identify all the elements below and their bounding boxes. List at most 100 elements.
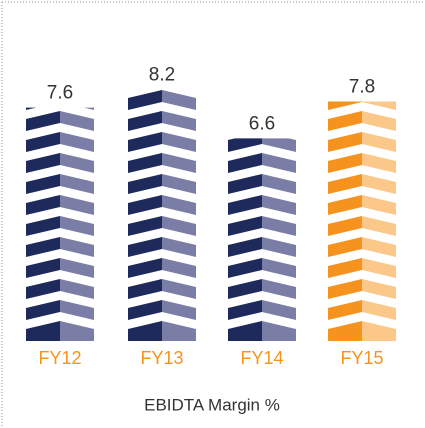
bar-segment-left [228, 237, 262, 257]
bar-segment-left [128, 195, 162, 215]
chart-title: EBIDTA Margin % [144, 395, 280, 414]
bar-segment-left [228, 216, 262, 236]
bar-segment-left [26, 153, 60, 173]
bar-segment-right [362, 279, 396, 299]
bar-segment-right [162, 258, 196, 278]
bar-segment-right [162, 237, 196, 257]
bar-segment-left [228, 279, 262, 299]
bar-segment-left [26, 216, 60, 236]
bar-segment-left [26, 174, 60, 194]
bar [228, 138, 296, 341]
data-label: 7.8 [349, 77, 375, 98]
bar-segment-right [262, 216, 296, 236]
bar-segment-right [162, 153, 196, 173]
bar-base-right [262, 333, 296, 341]
bar-segment-right [60, 279, 94, 299]
bar-segment-left [328, 195, 362, 215]
bar-segment-right [60, 300, 94, 320]
bar-segment-right [60, 237, 94, 257]
bar-segment-right [162, 132, 196, 152]
bar-segment-right [262, 258, 296, 278]
bar-segment-right [362, 174, 396, 194]
bar-segment-right [84, 107, 94, 110]
bar-segment-left [26, 279, 60, 299]
bar-segment-left [26, 195, 60, 215]
bar-base-left [328, 333, 362, 341]
bar-segment-right [162, 111, 196, 131]
bar-segment-left [328, 101, 362, 110]
bar-segment-left [328, 300, 362, 320]
bar-segment-right [262, 153, 296, 173]
bar-segment-right [362, 300, 396, 320]
bar-segment-left [128, 216, 162, 236]
bar-segment-left [228, 258, 262, 278]
bar-segment-left [328, 132, 362, 152]
bar-segment-left [26, 237, 60, 257]
bar-segment-right [362, 101, 396, 110]
bar-segment-left [128, 90, 162, 110]
bar-base-right [60, 333, 94, 341]
bar-segment-left [328, 111, 362, 131]
bar-segment-right [162, 300, 196, 320]
bar-segment-left [26, 107, 36, 110]
bar-segment-right [162, 195, 196, 215]
bar-segment-left [128, 279, 162, 299]
bar-segment-left [228, 138, 262, 152]
bar-segment-right [362, 216, 396, 236]
bar-segment-left [128, 237, 162, 257]
bar-segment-right [162, 216, 196, 236]
bar-segment-right [362, 258, 396, 278]
bar-segment-right [262, 237, 296, 257]
bar-segment-right [60, 258, 94, 278]
bar-segment-left [328, 237, 362, 257]
bar-segment-right [362, 111, 396, 131]
bar-segment-right [60, 216, 94, 236]
bar-segment-right [60, 132, 94, 152]
bar-segment-right [262, 195, 296, 215]
bar-segment-right [262, 279, 296, 299]
bar-segment-left [128, 132, 162, 152]
bar-segment-right [162, 279, 196, 299]
bar-segment-right [60, 153, 94, 173]
bar-segment-left [328, 216, 362, 236]
bar-base-left [128, 333, 162, 341]
bar-segment-right [262, 300, 296, 320]
data-label: 6.6 [249, 113, 275, 134]
bar-segment-left [128, 300, 162, 320]
data-label: 7.6 [47, 83, 73, 104]
bar [128, 90, 196, 341]
bar-segment-right [362, 132, 396, 152]
x-tick-label: FY12 [38, 348, 81, 368]
bar-segment-right [362, 153, 396, 173]
bar-segment-left [128, 153, 162, 173]
bar-segment-right [60, 174, 94, 194]
bar-segment-left [128, 258, 162, 278]
bar-segment-left [228, 300, 262, 320]
bar-base-right [362, 333, 396, 341]
bar-segment-right [362, 237, 396, 257]
bar-segment-right [162, 90, 196, 110]
bar-segment-left [328, 153, 362, 173]
bar-segment-right [262, 138, 296, 152]
bar-base-left [228, 333, 262, 341]
bar-segment-left [328, 174, 362, 194]
data-label: 8.2 [149, 64, 175, 85]
bar-segment-left [328, 258, 362, 278]
bar-base-left [26, 333, 60, 341]
bar-segment-left [26, 111, 60, 131]
bar-segment-left [228, 174, 262, 194]
x-tick-label: FY14 [240, 348, 283, 368]
bar-segment-right [262, 174, 296, 194]
bar-segment-right [60, 195, 94, 215]
bar-segment-left [328, 279, 362, 299]
bar-segment-left [26, 300, 60, 320]
bar-segment-left [128, 111, 162, 131]
bar-segment-right [362, 195, 396, 215]
bar [26, 107, 94, 341]
bar-segment-right [60, 111, 94, 131]
bar-segment-left [228, 153, 262, 173]
bar-base-right [162, 333, 196, 341]
bar-segment-left [128, 174, 162, 194]
bar-segment-right [162, 174, 196, 194]
